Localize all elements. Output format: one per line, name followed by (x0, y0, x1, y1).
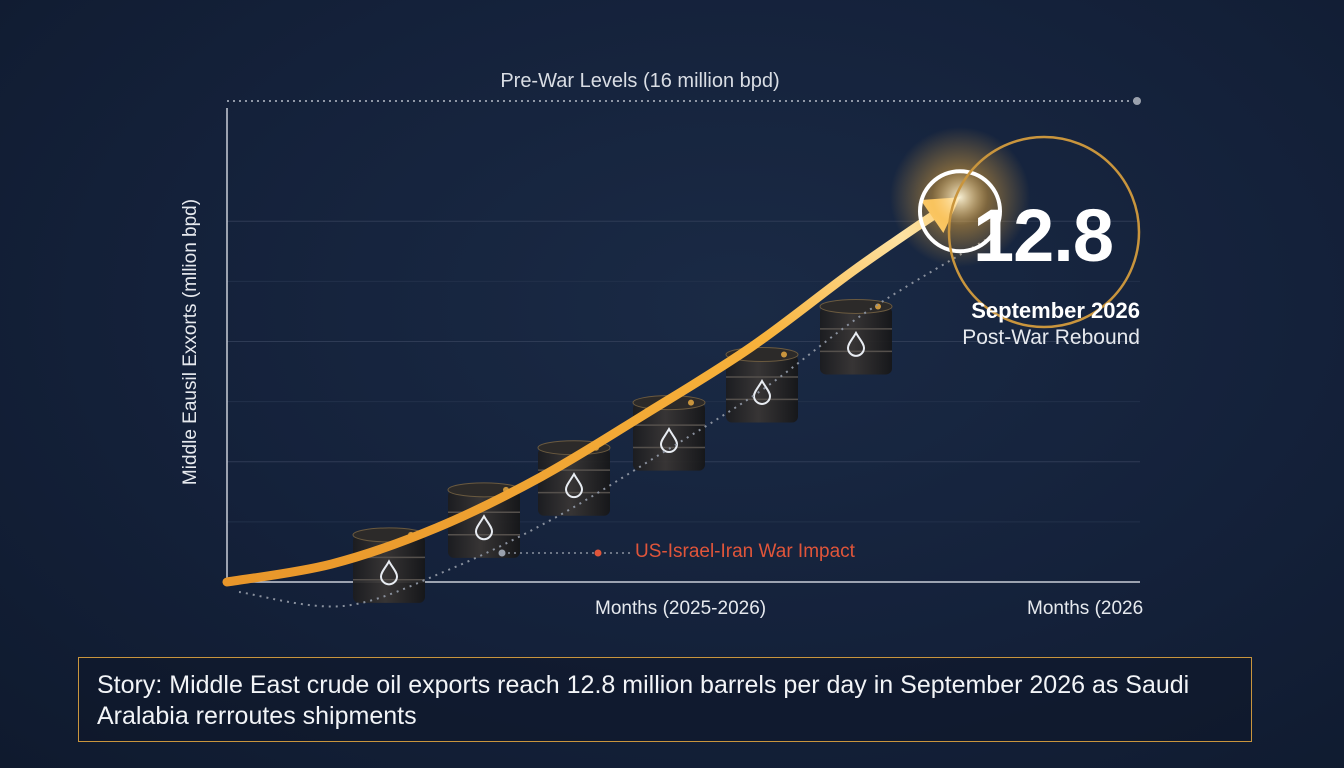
event-annotation: US-Israel-Iran War Impact (635, 541, 855, 562)
callout-ring (947, 135, 1141, 329)
x-axis-label-secondary: Months (2026 (1027, 598, 1144, 619)
reference-line-end-dot (1133, 97, 1141, 105)
callout-subtitle: Post-War Rebound (962, 326, 1140, 349)
data-line (222, 202, 950, 587)
event-marker-dot (594, 549, 602, 557)
peak-marker-ring (918, 169, 1002, 254)
callout-value: 12.8 (972, 194, 1114, 277)
trend-dotted-line (238, 236, 991, 608)
event-marker-start (498, 549, 506, 557)
reference-line-label: Pre-War Levels (16 million bpd) (500, 70, 780, 92)
oil-barrel-icon (537, 440, 611, 516)
story-caption: Story: Middle East crude oil exports rea… (78, 657, 1252, 742)
oil-barrel-icon (819, 298, 893, 375)
callout-date: September 2026 (971, 298, 1140, 323)
x-axis-label: Months (2025-2026) (595, 598, 767, 619)
